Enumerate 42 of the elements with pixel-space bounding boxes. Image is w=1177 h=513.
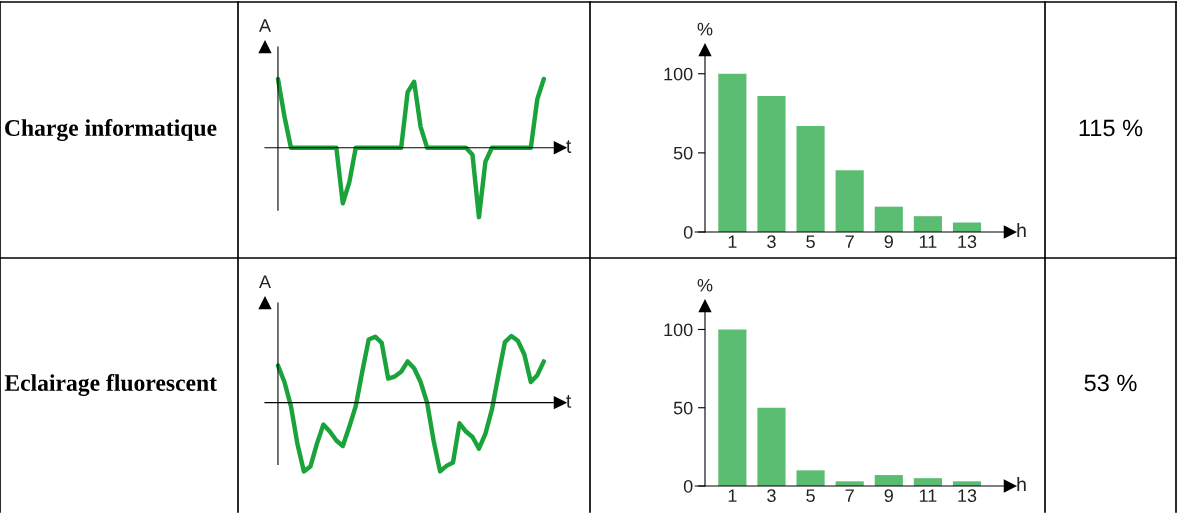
- bar: [757, 95, 786, 232]
- y-tick-label: 50: [673, 401, 693, 415]
- x-axis-title: t: [566, 140, 572, 153]
- bar: [874, 206, 903, 232]
- x-tick-label: 9: [884, 235, 893, 249]
- x-tick-label: 13: [958, 489, 977, 503]
- bar: [796, 470, 825, 486]
- bar: [835, 170, 864, 232]
- text: 115 %: [1079, 119, 1143, 137]
- x-tick-label: 11: [919, 235, 937, 248]
- text: Charge informatique: [5, 119, 217, 141]
- x-tick-label: 13: [958, 235, 977, 249]
- bar: [913, 216, 942, 232]
- x-tick-label: 5: [806, 235, 815, 249]
- bar: [718, 329, 747, 486]
- y-tick-label: 50: [673, 146, 693, 160]
- bar: [718, 73, 747, 232]
- y-axis-title: A: [259, 19, 271, 32]
- x-tick-label: 9: [884, 489, 893, 503]
- y-tick-label: 0: [683, 479, 693, 493]
- x-axis-title: h: [1017, 476, 1026, 492]
- x-tick-label: 7: [845, 489, 854, 502]
- x-axis-title: t: [566, 395, 572, 408]
- x-tick-label: 1: [728, 489, 737, 502]
- y-axis-title: A: [259, 275, 271, 288]
- x-tick-label: 7: [845, 235, 854, 248]
- text: 53 %: [1084, 374, 1137, 392]
- x-tick-label: 11: [919, 489, 937, 502]
- y-tick-label: 0: [683, 225, 693, 239]
- y-axis-title: %: [697, 22, 713, 36]
- text: Eclairage fluorescent: [4, 374, 217, 396]
- x-tick-label: 3: [767, 235, 776, 249]
- bar: [874, 475, 903, 486]
- y-tick-label: 100: [664, 67, 693, 81]
- x-tick-label: 1: [728, 235, 737, 248]
- y-axis-title: %: [697, 278, 713, 292]
- y-tick-label: 100: [664, 323, 693, 337]
- x-tick-label: 5: [806, 489, 815, 503]
- x-axis-title: h: [1017, 222, 1026, 238]
- x-tick-label: 3: [767, 489, 776, 503]
- bar: [796, 125, 825, 232]
- bar: [757, 407, 786, 486]
